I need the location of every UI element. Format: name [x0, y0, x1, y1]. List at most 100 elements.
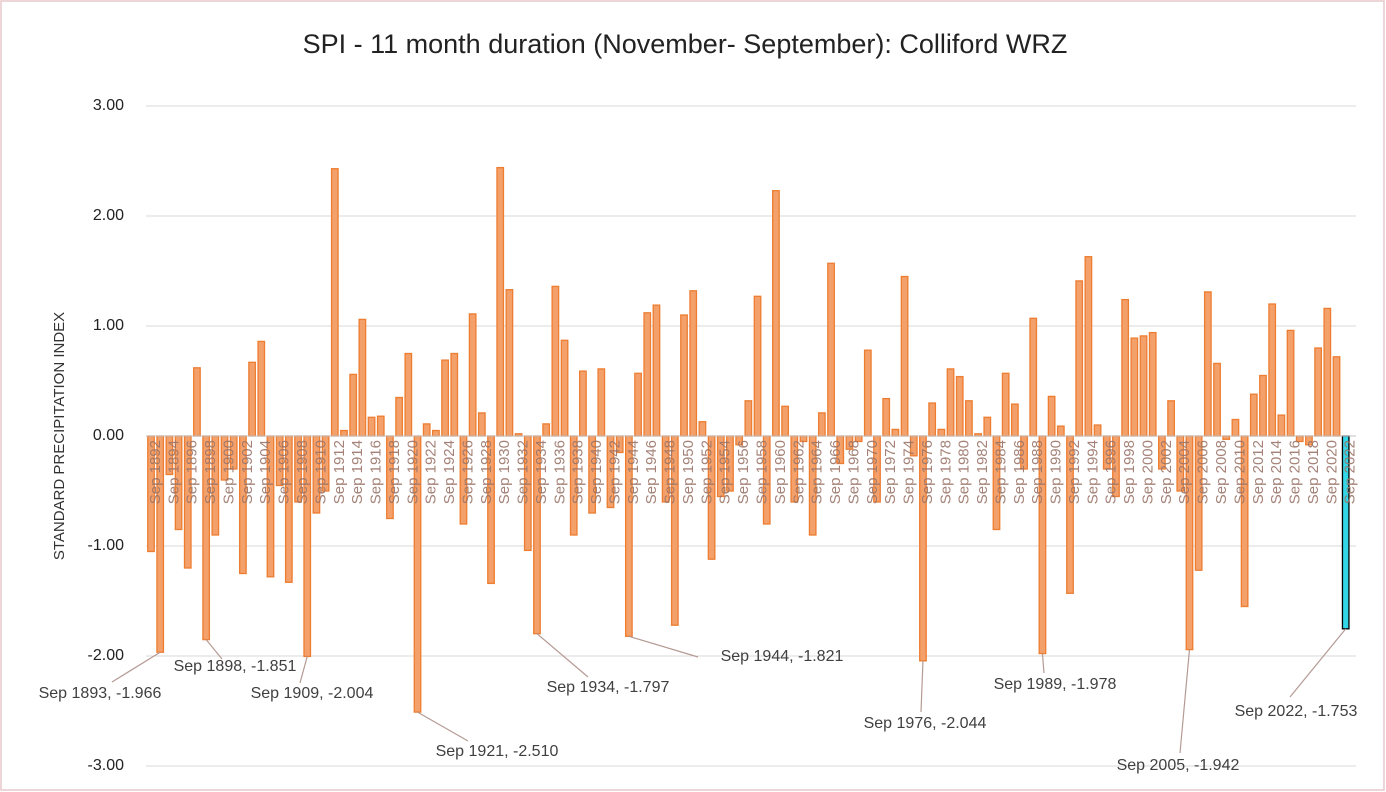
x-tick-label: Sep 1922	[423, 440, 440, 504]
x-tick-label: Sep 1906	[276, 440, 293, 504]
x-tick-label: Sep 2004	[1176, 440, 1193, 504]
bar: Sep 2012	[1249, 393, 1258, 437]
bar: Sep 1913	[340, 429, 348, 437]
bar: Sep 1897	[193, 367, 201, 437]
x-tick-label: Sep 1970	[864, 440, 881, 504]
x-tick-label: Sep 1894	[165, 440, 182, 504]
x-tick-label: Sep 1986	[1011, 440, 1028, 504]
x-tick-label: Sep 1928	[478, 440, 495, 504]
x-tick-label: Sep 2016	[1287, 440, 1304, 504]
bar: Sep 1945	[634, 372, 642, 437]
x-tick-label: Sep 2000	[1139, 440, 1156, 504]
x-tick-label: Sep 1962	[790, 440, 807, 504]
annotation-leader	[1289, 628, 1347, 698]
x-tick-label: Sep 1916	[368, 440, 385, 504]
bar: Sep 1981	[965, 400, 973, 437]
bar: Sep 1931	[505, 289, 514, 437]
bar: Sep 1993	[1075, 280, 1084, 437]
bar: Sep 2010	[1231, 418, 1240, 437]
bar: Sep 1904	[257, 340, 266, 437]
bar: Sep 1983	[983, 416, 992, 437]
x-tick-label: Sep 2018	[1305, 440, 1322, 504]
bar: Sep 1995	[1093, 424, 1102, 437]
x-tick-label: Sep 1938	[570, 440, 587, 504]
bar: Sep 1915	[358, 318, 367, 437]
bar: Sep 1977	[928, 402, 937, 437]
x-tick-label: Sep 1980	[956, 440, 973, 504]
x-tick-label: Sep 1952	[698, 440, 715, 504]
x-tick-label: Sep 1958	[754, 440, 771, 504]
x-tick-label: Sep 1978	[937, 440, 954, 504]
x-tick-label: Sep 1988	[1029, 440, 1046, 504]
x-tick-label: Sep 1940	[588, 440, 605, 504]
bar: Sep 1903	[248, 361, 256, 437]
x-tick-label: Sep 1998	[1121, 440, 1138, 504]
annotation-leader	[628, 635, 699, 658]
x-tick-label: Sep 1926	[459, 440, 476, 504]
y-tick-label: -3.00	[88, 757, 125, 774]
x-tick-label: Sep 1908	[294, 440, 311, 504]
bar: Sep 2021	[1332, 356, 1341, 437]
y-tick-label: 2.00	[93, 207, 124, 224]
bar: Sep 1972	[882, 397, 891, 437]
annotation-label: Sep 1921, -2.510	[436, 743, 559, 760]
y-tick-label: -1.00	[88, 537, 125, 554]
x-tick-label: Sep 2022	[1342, 440, 1359, 504]
annotation-leader	[1041, 653, 1045, 674]
x-tick-label: Sep 1902	[239, 440, 256, 504]
x-tick-label: Sep 1910	[312, 440, 329, 504]
x-tick-label: Sep 1950	[680, 440, 697, 504]
x-tick-label: Sep 1972	[882, 440, 899, 504]
x-tick-label: Sep 1930	[496, 440, 513, 504]
bar: Sep 1978	[937, 428, 946, 437]
x-tick-label: Sep 1982	[974, 440, 991, 504]
x-tick-label: Sep 1904	[257, 440, 274, 504]
x-tick-label: Sep 1900	[220, 440, 237, 504]
y-tick-label: 0.00	[93, 427, 124, 444]
bar: Sep 1991	[1056, 425, 1065, 437]
x-tick-label: Sep 1964	[809, 440, 826, 504]
bar: Sep 1935	[542, 423, 551, 437]
x-tick-label: Sep 1892	[147, 440, 164, 504]
chart-title: SPI - 11 month duration (November- Septe…	[303, 29, 1068, 59]
bar: Sep 1973	[891, 428, 900, 437]
bar: Sep 1990	[1047, 395, 1056, 437]
x-tick-label: Sep 1954	[717, 440, 734, 504]
bar: Sep 1925	[450, 352, 459, 437]
annotation-leader	[111, 651, 161, 683]
x-tick-label: Sep 1990	[1048, 440, 1065, 504]
bar: Sep 1952	[698, 421, 707, 437]
bar: Sep 1916	[367, 416, 376, 437]
bar: Sep 2008	[1213, 362, 1221, 437]
bar: Sep 1994	[1084, 256, 1093, 437]
x-tick-label: Sep 2006	[1195, 440, 1212, 504]
x-tick-label: Sep 1946	[643, 440, 660, 504]
x-tick-label: Sep 1948	[662, 440, 679, 504]
bar: Sep 1961	[781, 405, 790, 437]
x-tick-label: Sep 2002	[1158, 440, 1175, 504]
x-tick-label: Sep 1932	[515, 440, 532, 504]
annotation-leader	[205, 639, 223, 660]
bar: Sep 1939	[579, 370, 587, 437]
bar: Sep 1914	[349, 373, 358, 437]
annotation-label: Sep 2005, -1.942	[1117, 757, 1240, 774]
bar: Sep 1970	[863, 349, 872, 437]
bar: Sep 2000	[1139, 335, 1148, 437]
bar: Sep 2015	[1277, 414, 1286, 437]
x-tick-label: Sep 1984	[992, 440, 1009, 504]
bar: Sep 1941	[597, 368, 606, 437]
x-tick-label: Sep 2020	[1323, 440, 1340, 504]
bar: Sep 1912	[330, 168, 339, 437]
annotation-label: Sep 1898, -1.851	[174, 658, 297, 675]
x-tick-label: Sep 1914	[349, 440, 366, 504]
x-tick-label: Sep 1974	[901, 440, 918, 504]
annotation-label: Sep 1976, -2.044	[864, 715, 987, 732]
bar: Sep 2019	[1314, 347, 1323, 437]
x-tick-label: Sep 1960	[772, 440, 789, 504]
bar: Sep 2013	[1259, 374, 1267, 437]
x-tick-label: Sep 1956	[735, 440, 752, 504]
y-tick-label: 1.00	[93, 317, 124, 334]
x-tick-label: Sep 1898	[202, 440, 219, 504]
y-tick-label: -2.00	[88, 647, 125, 664]
annotation-leader	[1179, 649, 1191, 754]
